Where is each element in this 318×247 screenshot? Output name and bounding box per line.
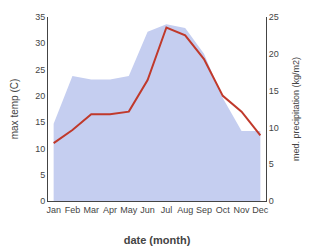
svg-text:0: 0 — [40, 196, 45, 206]
svg-text:Feb: Feb — [65, 205, 81, 215]
svg-text:date (month): date (month) — [124, 234, 191, 246]
svg-text:15: 15 — [35, 117, 45, 127]
svg-text:Dec: Dec — [252, 205, 269, 215]
svg-text:Oct: Oct — [216, 205, 231, 215]
svg-text:Mar: Mar — [83, 205, 99, 215]
svg-text:Sep: Sep — [196, 205, 212, 215]
svg-text:Jun: Jun — [140, 205, 155, 215]
svg-text:Nov: Nov — [234, 205, 251, 215]
svg-text:5: 5 — [269, 159, 274, 169]
svg-text:10: 10 — [269, 123, 279, 133]
svg-text:20: 20 — [35, 91, 45, 101]
svg-text:max temp (C): max temp (C) — [9, 79, 20, 140]
svg-text:Jan: Jan — [46, 205, 61, 215]
svg-text:35: 35 — [35, 12, 45, 22]
svg-text:25: 25 — [35, 65, 45, 75]
svg-text:10: 10 — [35, 144, 45, 154]
svg-text:Apr: Apr — [103, 205, 117, 215]
svg-text:5: 5 — [40, 170, 45, 180]
svg-text:20: 20 — [269, 49, 279, 59]
svg-text:May: May — [120, 205, 138, 215]
svg-text:0: 0 — [269, 196, 274, 206]
svg-text:25: 25 — [269, 12, 279, 22]
svg-text:15: 15 — [269, 86, 279, 96]
svg-text:med. precipitation (kg/m2): med. precipitation (kg/m2) — [291, 57, 301, 161]
svg-text:Jul: Jul — [161, 205, 173, 215]
svg-text:30: 30 — [35, 38, 45, 48]
svg-text:Aug: Aug — [177, 205, 193, 215]
